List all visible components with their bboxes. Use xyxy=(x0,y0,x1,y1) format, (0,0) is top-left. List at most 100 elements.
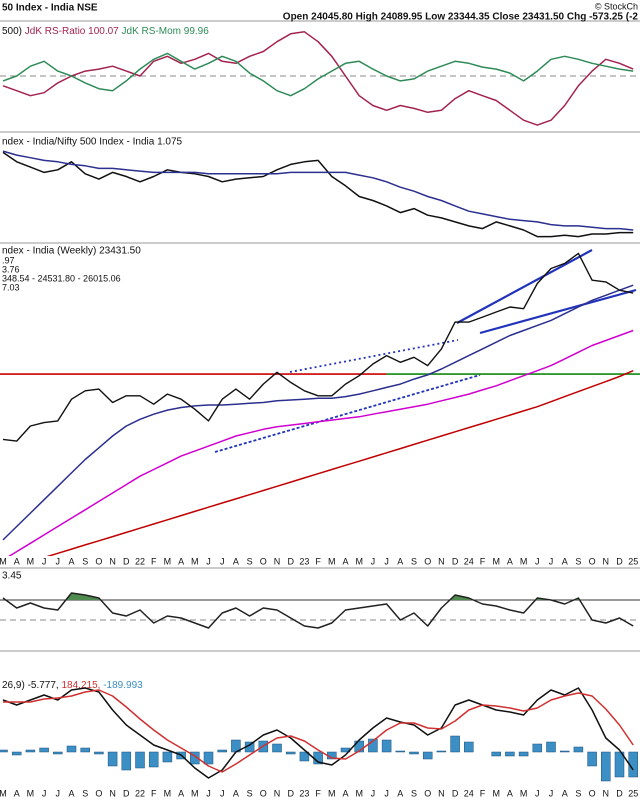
series-line xyxy=(2,592,634,629)
histogram-bar xyxy=(25,749,36,753)
x-tick-label: N xyxy=(438,788,445,798)
series-line xyxy=(2,31,634,126)
x-tick-label: 22 xyxy=(135,788,145,798)
quote: Open 24045.80 High 24089.95 Low 23344.35… xyxy=(283,12,639,23)
x-tick-label: 24 xyxy=(464,556,474,566)
x-tick-label: M xyxy=(0,556,7,566)
x-tick-label: M xyxy=(520,556,528,566)
x-tick-label: 25 xyxy=(628,556,638,566)
series-line xyxy=(8,329,634,556)
histogram-bar xyxy=(53,751,63,755)
x-tick-label: A xyxy=(342,556,348,566)
x-tick-label: F xyxy=(315,556,321,566)
x-tick-label: M xyxy=(355,788,363,798)
histogram-bar xyxy=(450,735,460,753)
panel xyxy=(0,252,640,556)
panel xyxy=(0,592,640,629)
x-tick-label: J xyxy=(535,556,540,566)
legend-entry: 7.03 xyxy=(2,282,20,292)
legend-entry: JdK RS-Mom 99.96 xyxy=(122,26,210,37)
histogram-bar xyxy=(491,751,501,757)
x-tick-label: J xyxy=(56,556,61,566)
x-tick-label: S xyxy=(575,788,581,798)
histogram-bar xyxy=(587,751,597,767)
title-prefix: 26,9) xyxy=(2,680,25,691)
x-tick-label: A xyxy=(233,788,239,798)
x-tick-label: J xyxy=(549,556,554,566)
histogram-bar xyxy=(409,751,419,755)
x-tick-label: O xyxy=(260,788,267,798)
x-tick-label: S xyxy=(247,788,253,798)
x-tick-label: S xyxy=(82,556,88,566)
x-tick-label: M xyxy=(355,556,363,566)
x-tick-label: F xyxy=(480,556,486,566)
x-tick-label: 23 xyxy=(299,556,309,566)
histogram-bar xyxy=(395,750,406,753)
x-tick-label: N xyxy=(274,556,281,566)
legend-entry: JdK RS-Ratio 100.07 xyxy=(25,26,119,37)
x-tick-label: S xyxy=(575,556,581,566)
x-tick-label: F xyxy=(315,788,321,798)
x-tick-label: A xyxy=(233,556,239,566)
x-tick-label: J xyxy=(371,556,376,566)
legend-entry: .97 xyxy=(2,255,15,265)
histogram-bar xyxy=(559,750,570,753)
histogram-bar xyxy=(601,751,611,782)
histogram-bar xyxy=(66,745,77,753)
x-tick-label: 22 xyxy=(135,556,145,566)
panel xyxy=(2,150,634,238)
legend-entry: -189.993 xyxy=(103,680,143,691)
panel-title: 500) JdK RS-Ratio 100.07 JdK RS-Mom 99.9… xyxy=(2,26,209,37)
histogram-bar xyxy=(422,751,433,760)
histogram-bar xyxy=(135,751,145,769)
x-tick-label: F xyxy=(151,788,157,798)
series-line xyxy=(3,689,634,773)
histogram-bar xyxy=(272,743,282,753)
x-tick-label: S xyxy=(82,788,88,798)
x-tick-label: A xyxy=(342,788,348,798)
histogram-bar xyxy=(11,751,22,756)
x-tick-label: M xyxy=(191,788,199,798)
x-tick-label: D xyxy=(616,556,623,566)
histogram-bar xyxy=(614,751,625,778)
x-tick-label: A xyxy=(397,788,403,798)
x-tick-label: F xyxy=(151,556,157,566)
x-tick-label: A xyxy=(562,788,568,798)
histogram-bar xyxy=(203,751,214,765)
x-tick-label: M xyxy=(164,556,172,566)
histogram-bar xyxy=(107,751,118,767)
x-tick-label: M xyxy=(164,788,172,798)
x-tick-label: A xyxy=(14,788,20,798)
x-tick-label: 25 xyxy=(628,788,638,798)
x-tick-label: A xyxy=(507,556,513,566)
series-line xyxy=(2,52,634,97)
histogram-bar xyxy=(94,751,104,755)
histogram-bar xyxy=(299,751,310,762)
x-tick-label: O xyxy=(589,556,596,566)
x-tick-label: M xyxy=(0,788,7,798)
x-tick-label: O xyxy=(260,556,267,566)
histogram-bar xyxy=(436,750,447,753)
panel-title: 3.45 xyxy=(2,571,22,582)
x-tick-label: D xyxy=(452,788,459,798)
x-tick-label: D xyxy=(616,788,623,798)
x-tick-label: M xyxy=(492,788,500,798)
x-tick-label: J xyxy=(220,788,225,798)
x-tick-label: D xyxy=(123,556,130,566)
histogram-bar xyxy=(148,751,159,768)
histogram-bar xyxy=(190,751,200,765)
histogram-bar xyxy=(368,738,378,753)
series-line xyxy=(2,284,634,541)
x-tick-label: M xyxy=(27,788,35,798)
x-tick-label: D xyxy=(287,788,294,798)
histogram-bar xyxy=(80,747,90,753)
histogram-bar xyxy=(121,751,132,771)
x-tick-label: M xyxy=(328,556,336,566)
x-tick-label: J xyxy=(206,788,211,798)
x-tick-label: O xyxy=(589,788,596,798)
series-line xyxy=(2,151,634,238)
x-tick-label: F xyxy=(480,788,486,798)
x-tick-label: D xyxy=(287,556,294,566)
panel-title: ndex - India/Nifty 500 Index - India 1.0… xyxy=(2,137,183,148)
